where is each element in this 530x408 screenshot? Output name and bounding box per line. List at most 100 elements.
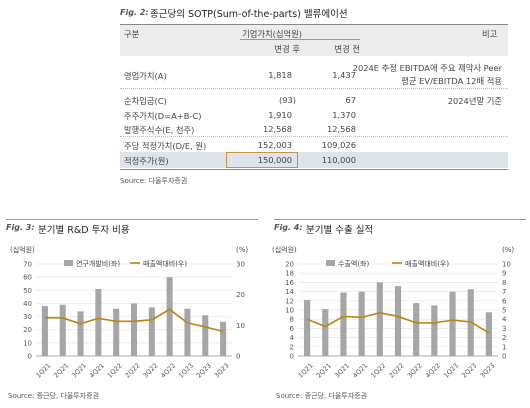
bar (394, 286, 402, 356)
y-left-tick: 4 (290, 334, 295, 342)
bar (449, 291, 456, 356)
y-left-tick: 2 (290, 343, 294, 351)
x-tick: 4Q22 (424, 362, 442, 380)
row-before: 109,026 (321, 140, 356, 150)
export-chart: (십억원) (%)024681012141618200123456789101Q2… (272, 245, 514, 380)
x-tick: 3Q21 (333, 362, 351, 380)
x-tick: 4Q21 (88, 362, 106, 380)
legend-line-label: 매출액대비(우) (405, 259, 449, 268)
table-top-rule (120, 24, 508, 25)
x-tick: 3Q22 (406, 362, 424, 380)
row-after: 12,568 (262, 124, 292, 134)
row-note-2: 평균 EV/EBITDA 12배 적용 (401, 76, 502, 86)
x-tick: 4Q21 (351, 362, 369, 380)
row-label: 순차입금(C) (124, 96, 167, 106)
bar (358, 291, 365, 356)
y-right-tick: 4 (502, 316, 507, 324)
x-tick: 2Q21 (315, 362, 333, 380)
y-right-tick: 9 (502, 270, 506, 278)
x-tick: 3Q23 (213, 362, 231, 380)
x-tick: 3Q23 (478, 362, 496, 380)
x-tick: 1Q21 (297, 362, 315, 380)
y-right-tick: 8 (502, 279, 506, 287)
y-right-tick: 7 (502, 288, 506, 296)
y-right-tick: 0 (236, 353, 240, 361)
y-right-tick: 1 (502, 343, 506, 351)
row-label: 영업가치(A) (124, 71, 167, 81)
row-rule (120, 136, 508, 137)
y-left-tick: 20 (23, 326, 32, 334)
header-before: 변경 전 (334, 44, 360, 54)
header-after: 변경 후 (274, 44, 300, 54)
x-tick: 2Q23 (460, 362, 478, 380)
legend-line-label: 매출액대비(우) (143, 259, 187, 268)
y-left-tick: 16 (285, 279, 294, 287)
x-tick: 1Q23 (177, 362, 195, 380)
bar (485, 312, 492, 356)
y-left-tick: 10 (285, 307, 294, 315)
row-after: 1,818 (268, 70, 292, 80)
y-right-tick: 2 (502, 334, 506, 342)
legend-bar-label: 수출액(좌) (338, 259, 369, 268)
x-tick: 1Q22 (106, 362, 124, 380)
bar (59, 304, 66, 356)
row-before: 110,000 (321, 155, 356, 165)
bar (130, 303, 138, 356)
bar (184, 308, 191, 356)
fig4-source: Source: 종근당, 다올투자증권 (276, 392, 368, 400)
row-after: 152,003 (257, 140, 292, 150)
y-left-tick: 12 (285, 297, 294, 305)
bar (304, 299, 311, 356)
bar (77, 311, 84, 356)
legend-bar-label: 연구개발비(좌) (76, 259, 120, 268)
y-right-tick: 10 (236, 322, 245, 330)
y-left-tick: 10 (23, 339, 32, 347)
y-left-tick: 0 (290, 353, 294, 361)
row-label: 적정주가(원) (124, 156, 169, 166)
row-after: 1,910 (268, 110, 292, 120)
fig3-number: Fig. 3: (6, 223, 35, 232)
table-header (120, 24, 508, 56)
x-tick: 2Q22 (388, 362, 406, 380)
fig2-source: Source: 다올투자증권 (120, 177, 188, 185)
x-tick: 3Q21 (70, 362, 88, 380)
y-left-tick: 20 (285, 261, 294, 269)
y-right-unit: (%) (236, 246, 248, 254)
x-tick: 3Q22 (141, 362, 159, 380)
y-right-tick: 30 (236, 261, 245, 269)
y-right-unit: (%) (502, 246, 514, 254)
x-tick: 2Q23 (195, 362, 213, 380)
bar (413, 303, 420, 356)
y-left-tick: 18 (285, 270, 294, 278)
y-right-tick: 6 (502, 297, 507, 305)
fig2-number: Fig. 2: (120, 8, 149, 17)
legend-bar-swatch (326, 260, 335, 266)
fig4-title-rule (274, 219, 526, 220)
header-value-group: 기업가치(십억원) (242, 29, 302, 39)
row-note: 2024E 추정 EBITDA에 주요 제약사 Peer (352, 63, 502, 73)
bar (148, 307, 155, 356)
highlight-box (226, 152, 298, 168)
bar (41, 306, 48, 356)
fig3-title: 분기별 R&D 투자 비용 (38, 225, 130, 236)
header-group-rule (240, 39, 360, 40)
bar (166, 277, 173, 356)
y-left-tick: 30 (23, 313, 32, 321)
x-tick: 1Q21 (34, 362, 52, 380)
header-note: 비고 (482, 29, 498, 39)
row-label: 발행주식수(E, 천주) (124, 125, 195, 135)
y-right-tick: 0 (502, 353, 506, 361)
y-left-tick: 6 (290, 325, 295, 333)
y-left-tick: 70 (23, 261, 32, 269)
row-note: 2024년말 기준 (447, 96, 502, 106)
fig4-number: Fig. 4: (274, 223, 303, 232)
bar (340, 292, 347, 356)
row-before: 67 (345, 95, 356, 105)
y-left-tick: 8 (290, 316, 294, 324)
row-label: 주당 적정가치(D/E, 원) (124, 141, 207, 151)
x-tick: 1Q23 (442, 362, 460, 380)
highlight-row (120, 152, 508, 168)
row-before: 1,437 (332, 70, 356, 80)
row-before: 12,568 (326, 124, 356, 134)
